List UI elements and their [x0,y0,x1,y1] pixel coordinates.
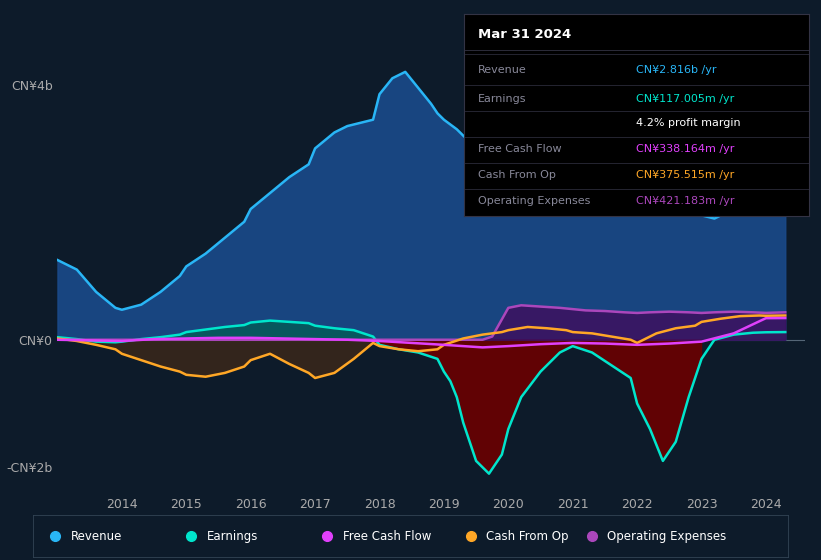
Text: Earnings: Earnings [478,94,526,104]
Text: Operating Expenses: Operating Expenses [607,530,726,543]
Text: CN¥2.816b /yr: CN¥2.816b /yr [636,66,717,76]
Text: Free Cash Flow: Free Cash Flow [478,144,562,154]
Text: Revenue: Revenue [71,530,122,543]
Text: CN¥375.515m /yr: CN¥375.515m /yr [636,170,735,180]
Text: Earnings: Earnings [207,530,258,543]
Text: CN¥338.164m /yr: CN¥338.164m /yr [636,144,735,154]
Text: CN¥117.005m /yr: CN¥117.005m /yr [636,94,735,104]
Text: 4.2% profit margin: 4.2% profit margin [636,118,741,128]
Text: Cash From Op: Cash From Op [478,170,556,180]
Text: CN¥421.183m /yr: CN¥421.183m /yr [636,197,735,207]
Text: Revenue: Revenue [478,66,526,76]
Text: Operating Expenses: Operating Expenses [478,197,590,207]
Text: Mar 31 2024: Mar 31 2024 [478,27,571,41]
Text: Free Cash Flow: Free Cash Flow [342,530,431,543]
Text: Cash From Op: Cash From Op [486,530,568,543]
